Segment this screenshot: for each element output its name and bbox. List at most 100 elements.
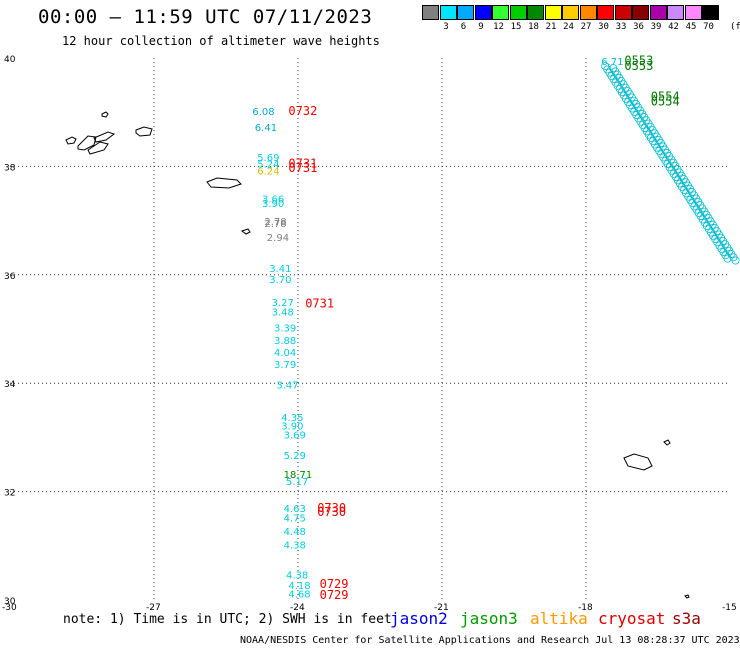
time-tag: 0554: [651, 95, 680, 109]
time-tag: 0731: [288, 161, 317, 175]
time-tag: 0553: [624, 59, 653, 73]
swh-value: 3.66: [262, 195, 284, 206]
island-outline: [87, 141, 109, 155]
scale-label: 33: [615, 22, 627, 32]
time-tag: 0553: [624, 54, 653, 68]
satellite-legend-altika: altika: [530, 609, 588, 628]
satellite-legend-jason3: jason3: [460, 609, 518, 628]
swh-value: 3.70: [269, 275, 291, 286]
swh-value: 4.75: [284, 513, 306, 524]
scale-swatch: [684, 5, 702, 20]
scale-label: 30: [598, 22, 609, 32]
swh-value: 6.71: [601, 57, 623, 68]
swh-value: 4.18: [288, 581, 310, 592]
swh-value: 4.48: [284, 527, 306, 538]
swh-value: 3.47: [276, 381, 298, 392]
time-tag: 0732: [288, 104, 317, 118]
scale-label: 39: [650, 22, 662, 32]
lon-tick-label: -27: [146, 603, 161, 613]
lat-tick-label: 40: [4, 55, 16, 65]
scale-swatch: [544, 5, 562, 20]
island-outline: [65, 136, 77, 145]
scale-swatch: [702, 5, 719, 20]
lat-tick-label: 30: [4, 597, 16, 607]
page-subtitle: 12 hour collection of altimeter wave hei…: [62, 34, 380, 48]
scale-swatch: [422, 5, 439, 20]
swh-value: 3.48: [272, 307, 294, 318]
swh-value: 3.79: [274, 360, 296, 371]
island-outline: [101, 111, 109, 118]
island-outline: [240, 228, 251, 235]
scale-swatch: [439, 5, 457, 20]
swh-value: 6.24: [257, 167, 279, 178]
island-outline: [93, 131, 116, 143]
lat-tick-label: 38: [4, 163, 16, 173]
swh-value: 4.63: [284, 504, 306, 515]
scale-swatch: [597, 5, 614, 20]
swh-value: 2.78: [264, 217, 286, 228]
swh-value: 18.71: [284, 470, 313, 481]
satellite-legend-cryosat: cryosat: [598, 609, 666, 628]
scale-label: 3: [443, 22, 449, 32]
swh-value: 5.69: [257, 153, 279, 164]
scale-swatch: [509, 5, 527, 20]
scale-swatch: [474, 5, 492, 20]
swh-value: 4.38: [286, 570, 308, 581]
time-tag: 0731: [288, 156, 317, 170]
swh-value: 3.90: [262, 199, 284, 210]
scale-label: 6: [460, 22, 467, 32]
scale-label: 70: [703, 22, 714, 32]
swh-value: 3.69: [284, 430, 306, 441]
swh-value: 4.68: [288, 589, 310, 600]
track-sample-mark: [731, 256, 740, 265]
swh-value: 3.88: [274, 336, 296, 347]
swh-value: 5.24: [257, 159, 279, 170]
scale-label: 45: [685, 22, 697, 32]
satellite-legend-jason2: jason2: [390, 609, 448, 628]
island-outline: [135, 126, 153, 137]
scale-label: 18: [528, 22, 539, 32]
swh-value: 4.38: [284, 541, 306, 552]
lon-tick-label: -21: [434, 603, 449, 613]
scale-label: 24: [563, 22, 574, 32]
scale-label: 9: [478, 22, 484, 32]
swh-value: 4.35: [281, 413, 303, 424]
scale-swatch: [632, 5, 649, 20]
time-tag: 0731: [305, 296, 334, 310]
lat-tick-label: 34: [4, 380, 16, 390]
scale-swatch: [579, 5, 597, 20]
satellite-legend-s3a: s3a: [672, 609, 701, 628]
swh-value: 6.08: [252, 107, 274, 118]
swh-value: 6.41: [255, 123, 277, 134]
swh-value: 2.94: [267, 233, 289, 244]
scale-swatch: [562, 5, 579, 20]
island-outline: [623, 453, 653, 471]
island-outline: [663, 439, 671, 446]
scale-swatch: [527, 5, 544, 20]
lon-tick-label: -30: [2, 603, 17, 613]
island-outline: [206, 177, 242, 189]
scale-swatch: [457, 5, 474, 20]
scale-swatch: [667, 5, 684, 20]
track-sample-mark: [723, 254, 732, 263]
swh-value: 3.41: [269, 264, 291, 275]
lat-tick-label: 36: [4, 272, 16, 282]
scale-label: 36: [633, 22, 644, 32]
scale-swatch: [614, 5, 632, 20]
time-tag: 0730: [317, 505, 346, 519]
scale-swatch: [649, 5, 667, 20]
scale-label: 21: [545, 22, 557, 32]
swh-value: 5.29: [284, 451, 306, 462]
swh-value: 5.17: [286, 477, 308, 488]
scale-label: 15: [510, 22, 522, 32]
swh-value: 3.27: [272, 298, 294, 309]
swh-value: 3.39: [274, 324, 296, 335]
scale-swatch: [492, 5, 509, 20]
scale-unit: (ft): [730, 22, 740, 32]
swh-value: 4.04: [274, 348, 296, 359]
time-tag: 0729: [320, 577, 349, 591]
scale-label: 12: [493, 22, 504, 32]
lon-tick-label: -24: [290, 603, 305, 613]
time-tag: 0729: [320, 588, 349, 602]
